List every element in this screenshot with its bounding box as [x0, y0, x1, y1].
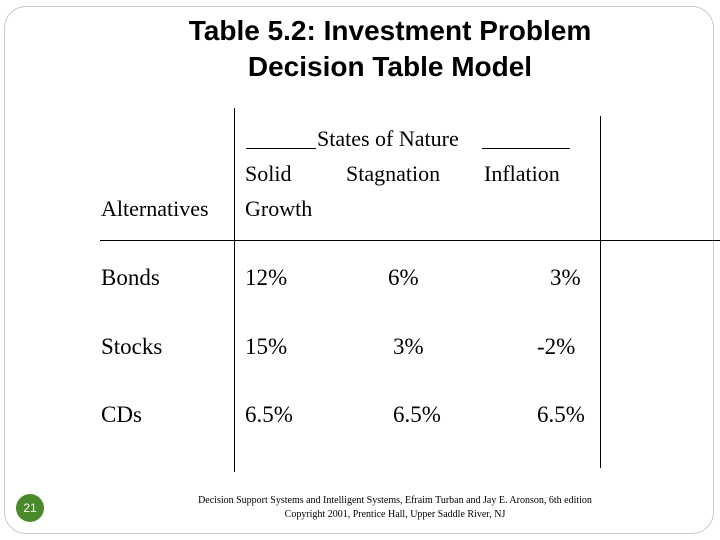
- cell-cds-stagnation: 6.5%: [393, 402, 441, 427]
- table-vertical-rule-right: [600, 116, 601, 468]
- row-label-cds: CDs: [101, 402, 142, 427]
- cell-cds-solid-growth: 6.5%: [245, 402, 293, 427]
- slide-number-badge: 21: [16, 494, 44, 522]
- cell-stocks-stagnation: 3%: [393, 334, 424, 359]
- cell-cds-inflation: 6.5%: [537, 402, 585, 427]
- row-header-alternatives: Alternatives: [101, 196, 209, 221]
- column-header-solid-growth-line-2: Growth: [245, 196, 313, 221]
- cell-stocks-solid-growth: 15%: [245, 334, 288, 359]
- slide-frame: [4, 6, 714, 534]
- table-header-divider: [100, 240, 720, 241]
- states-of-nature-header: States of Nature: [317, 126, 459, 151]
- cell-bonds-inflation: 3%: [550, 265, 581, 290]
- row-label-stocks: Stocks: [101, 334, 163, 359]
- slide-title-line-2: Decision Table Model: [247, 51, 533, 82]
- cell-stocks-inflation: -2%: [537, 334, 576, 359]
- row-label-bonds: Bonds: [101, 265, 160, 290]
- table-vertical-rule-left: [234, 108, 235, 472]
- cell-bonds-solid-growth: 12%: [245, 265, 288, 290]
- column-header-solid-growth-line-1: Solid: [245, 161, 292, 186]
- states-header-rule-left: [246, 148, 316, 149]
- states-header-rule-right: [482, 148, 570, 149]
- cell-bonds-stagnation: 6%: [388, 265, 419, 290]
- footer-citation-line-2: Copyright 2001, Prentice Hall, Upper Sad…: [284, 509, 506, 520]
- slide-title-line-1: Table 5.2: Investment Problem: [188, 15, 592, 46]
- footer-citation-line-1: Decision Support Systems and Intelligent…: [198, 495, 592, 506]
- column-header-inflation: Inflation: [484, 161, 560, 186]
- column-header-stagnation: Stagnation: [346, 161, 441, 186]
